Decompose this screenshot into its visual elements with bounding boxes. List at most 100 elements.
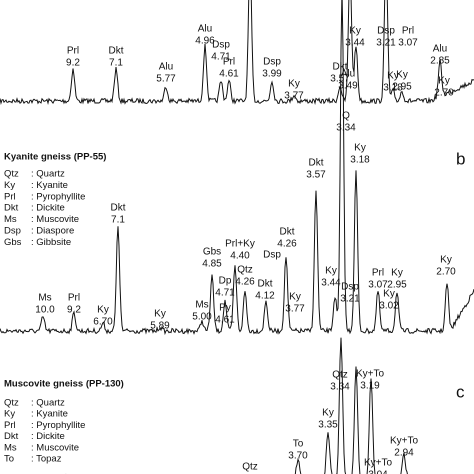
- peak-d-spacing: 4.71: [211, 52, 231, 63]
- peak-mineral: Ky: [440, 255, 452, 266]
- legend-symbol: Qtz: [4, 398, 19, 409]
- xrd-trace: [0, 0, 474, 106]
- peak-d-spacing: 3.18: [383, 83, 403, 94]
- peak-d-spacing: 7.1: [111, 215, 125, 226]
- peak-d-spacing: 3.34: [330, 382, 350, 393]
- peak-d-spacing: 2.70: [436, 267, 456, 278]
- legend-symbol: Ky: [4, 409, 15, 420]
- peak-mineral: Prl: [402, 26, 414, 37]
- peak-d-spacing: 5.89: [150, 321, 170, 332]
- legend-symbol: To: [4, 454, 14, 465]
- legend-name: : Muscovite: [31, 214, 79, 225]
- peak-mineral: Qtz: [237, 265, 253, 276]
- peak-d-spacing: 3.04: [368, 470, 388, 474]
- legend-name: : Kyanite: [31, 180, 68, 191]
- legend-name: : Quartz: [31, 398, 65, 409]
- legend-symbol: Prl: [4, 191, 16, 202]
- peak-mineral: To: [293, 439, 304, 450]
- peak-mineral: Gbs: [203, 247, 221, 258]
- peak-d-spacing: 4.26: [277, 239, 297, 250]
- peak-d-spacing: 2.95: [392, 82, 412, 93]
- peak-d-spacing: 4.40: [230, 251, 250, 262]
- peak-d-spacing: 3.19: [360, 381, 380, 392]
- legend-name: : Gibbsite: [31, 237, 71, 248]
- peak-mineral: Ky: [349, 26, 361, 37]
- peak-mineral: Alu: [198, 24, 212, 35]
- peak-d-spacing: 3.49: [338, 81, 358, 92]
- peak-d-spacing: 3.44: [321, 278, 341, 289]
- peak-mineral: Ky: [396, 70, 408, 81]
- peak-mineral: Alu: [341, 69, 355, 80]
- peak-d-spacing: 3.77: [284, 91, 304, 102]
- legend-name: : Dickite: [31, 203, 65, 214]
- peak-d-spacing: 3.02: [379, 301, 399, 312]
- peak-mineral: Ky: [154, 309, 166, 320]
- peak-mineral: Ms: [195, 300, 208, 311]
- legend-name: : Quartz: [31, 169, 65, 180]
- peak-mineral: Dsp: [263, 57, 281, 68]
- peak-mineral: Ky: [438, 76, 450, 87]
- peak-d-spacing: 3.34: [336, 123, 356, 134]
- peak-mineral: Prl: [372, 268, 384, 279]
- peak-d-spacing: 6.70: [93, 317, 113, 328]
- peak-d-spacing: 5.77: [156, 74, 176, 85]
- peak-d-spacing: 2.94: [394, 448, 414, 459]
- peak-mineral: Ky: [322, 408, 334, 419]
- peak-mineral: Dkt: [333, 62, 348, 73]
- legend-symbol: Prl: [4, 420, 16, 431]
- legend-name: : Topaz: [31, 454, 62, 465]
- peak-d-spacing: 3.57: [330, 74, 350, 85]
- peak-d-spacing: 3.57: [306, 170, 326, 181]
- peak-mineral: Dsp: [341, 282, 359, 293]
- legend-symbol: Gbs: [4, 237, 22, 248]
- peak-mineral: Dkt: [309, 158, 324, 169]
- legend-symbol: Dkt: [4, 203, 19, 214]
- peak-mineral: Q: [342, 111, 350, 122]
- peak-mineral: Ky: [391, 268, 403, 279]
- legend-name: : Dickite: [31, 431, 65, 442]
- peak-mineral: Prl: [68, 293, 80, 304]
- peak-mineral: Prl+Ky: [225, 239, 255, 250]
- peak-d-spacing: 10.0: [35, 305, 55, 316]
- panel-title: Kyanite gneiss (PP-55): [4, 152, 106, 163]
- legend-name: : Kyanite: [31, 409, 68, 420]
- peak-d-spacing: 7.1: [109, 58, 123, 69]
- peak-d-spacing: 4.61: [219, 69, 239, 80]
- peak-d-spacing: 4.26: [235, 277, 255, 288]
- legend-name: : Pyrophyllite: [31, 191, 85, 202]
- peak-d-spacing: 3.77: [285, 304, 305, 315]
- peak-mineral: Ky: [354, 143, 366, 154]
- xrd-trace: [0, 0, 474, 336]
- peak-mineral: Prl: [67, 46, 79, 57]
- peak-mineral: Alu: [433, 44, 447, 55]
- peak-mineral: Ky: [325, 266, 337, 277]
- peak-mineral: Ms: [38, 293, 51, 304]
- peak-d-spacing: 4.12: [255, 291, 275, 302]
- peak-mineral: Ky+To: [356, 369, 385, 380]
- peak-mineral: Prl: [223, 57, 235, 68]
- legend-symbol: Ms: [4, 442, 17, 453]
- peak-mineral: Dsp: [377, 26, 395, 37]
- peak-mineral: Qtz: [242, 462, 258, 473]
- peak-mineral: Dkt: [111, 203, 126, 214]
- legend-symbol: Dsp: [4, 226, 21, 237]
- peak-d-spacing: 3.99: [262, 69, 282, 80]
- peak-mineral: Dkt: [280, 227, 295, 238]
- peak-mineral: Py: [219, 303, 231, 314]
- peak-d-spacing: 4.96: [195, 36, 215, 47]
- peak-d-spacing: 5.00: [192, 312, 212, 323]
- peak-mineral: Ky: [383, 289, 395, 300]
- peak-d-spacing: 2.95: [387, 280, 407, 291]
- peak-mineral: Dsp: [263, 250, 281, 261]
- peak-d-spacing: 2.85: [430, 56, 450, 67]
- peak-d-spacing: 4.71: [215, 288, 235, 299]
- peak-mineral: Ky: [97, 305, 109, 316]
- legend-name: : Diaspore: [31, 226, 74, 237]
- peak-mineral: Qtz: [332, 370, 348, 381]
- peak-d-spacing: 3.70: [288, 451, 308, 462]
- peak-mineral: Ky+To: [390, 436, 419, 447]
- peak-d-spacing: 9.2: [67, 305, 81, 316]
- legend-symbol: Ms: [4, 214, 17, 225]
- legend-symbol: Ky: [4, 180, 15, 191]
